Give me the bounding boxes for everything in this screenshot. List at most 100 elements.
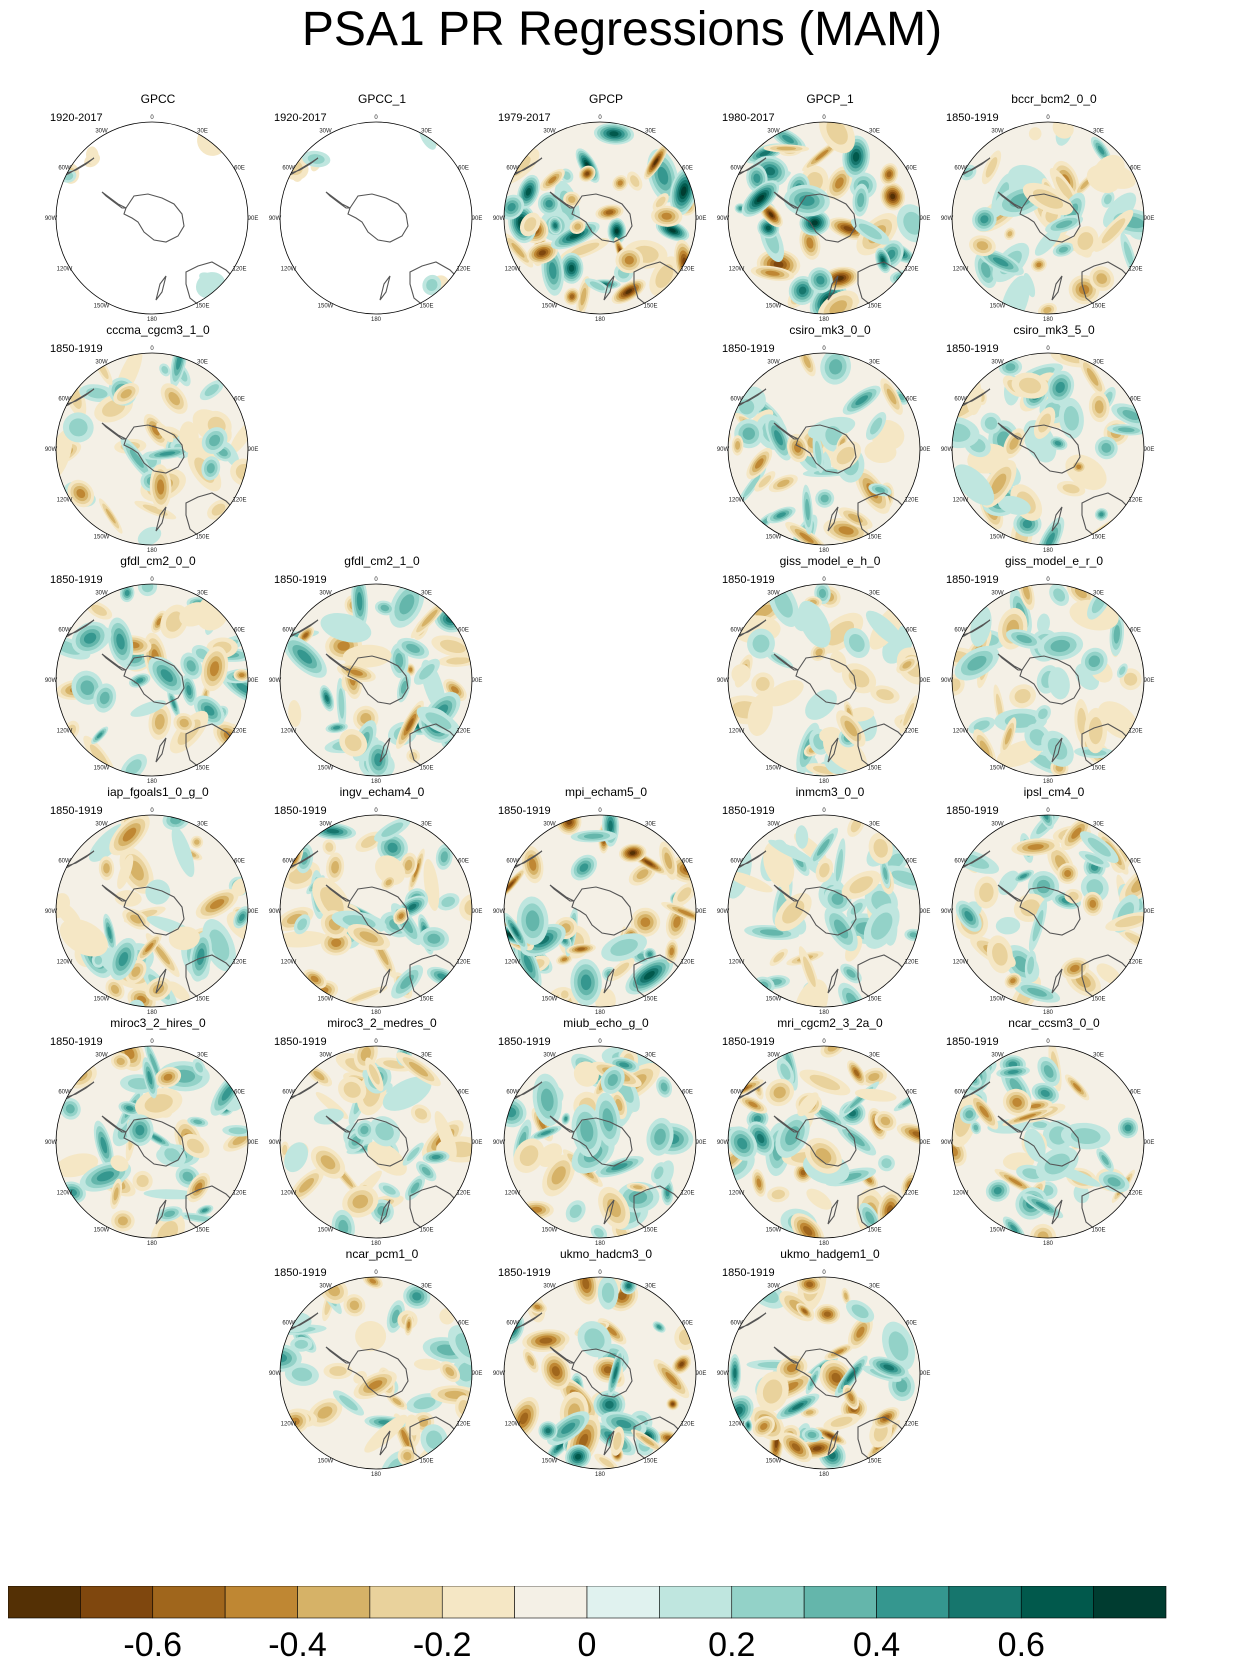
field-contour xyxy=(756,1178,762,1188)
longitude-label: 120W xyxy=(729,498,745,504)
field-contour xyxy=(1058,246,1068,253)
field-contour xyxy=(967,655,987,671)
longitude-label: 60W xyxy=(58,859,71,865)
peninsula-coast xyxy=(549,884,575,902)
field-contour xyxy=(756,194,765,203)
antarctica-coast xyxy=(347,886,409,936)
longitude-label: 180 xyxy=(147,779,158,784)
antarctica-coast xyxy=(123,1117,185,1167)
field-contour xyxy=(848,1393,854,1402)
longitude-label: 180 xyxy=(819,1241,830,1246)
new-zealand-coast xyxy=(1051,506,1063,532)
map-panel: miroc3_2_hires_0 1850-1919 0 30E 60E 90E 120E 1… xyxy=(40,1016,276,1246)
field-contour xyxy=(807,1431,817,1439)
field-contour xyxy=(291,1367,313,1382)
polar-map: 0 30E 60E 90E 120E 150E 180 150W 120W 90W 60W 30W xyxy=(269,115,483,322)
field-contour xyxy=(534,1304,541,1310)
longitude-label: 120W xyxy=(281,960,297,966)
longitude-label: 90E xyxy=(248,1140,259,1146)
colorbar-tick-label: 0.4 xyxy=(853,1626,900,1659)
field-contour xyxy=(168,392,180,406)
longitude-label: 90W xyxy=(493,909,506,915)
field-contour xyxy=(355,1320,387,1352)
peninsula-coast xyxy=(325,191,351,209)
map-panel: GPCC_1 1920-2017 0 30E 60E 90E 120E 150E 180 150W… xyxy=(264,92,500,322)
field-contour xyxy=(551,1166,566,1185)
longitude-label: 60W xyxy=(282,166,295,172)
longitude-label: 150E xyxy=(419,1228,433,1234)
field-contour xyxy=(80,680,95,696)
polar-map: 0 30E 60E 90E 120E 150E 180 150W 120W 90W 60W 30W xyxy=(941,808,1155,1015)
new-zealand-coast xyxy=(1051,737,1063,763)
longitude-label: 90W xyxy=(941,447,954,453)
longitude-label: 30W xyxy=(991,822,1004,828)
field-layer xyxy=(280,122,472,314)
field-contour xyxy=(568,196,576,203)
longitude-label: 120W xyxy=(729,729,745,735)
map-panel: ipsl_cm4_0 1850-1919 0 30E 60E 90E 120E 150E 180… xyxy=(936,785,1172,1015)
longitude-label: 90W xyxy=(717,678,730,684)
field-contour xyxy=(457,1362,472,1382)
field-contour xyxy=(166,981,190,1001)
longitude-label: 150E xyxy=(1091,997,1105,1003)
field-layer xyxy=(728,584,920,776)
field-contour xyxy=(434,1110,457,1159)
field-contour xyxy=(194,1182,203,1193)
longitude-label: 180 xyxy=(371,317,382,322)
field-contour xyxy=(1124,1124,1132,1132)
field-contour xyxy=(413,1397,436,1410)
field-contour xyxy=(201,1208,208,1213)
field-contour xyxy=(326,828,340,834)
antarctica-coast xyxy=(795,193,857,243)
longitude-label: 90E xyxy=(1144,909,1155,915)
field-contour xyxy=(665,1372,678,1386)
longitude-label: 120E xyxy=(456,1422,470,1428)
field-contour xyxy=(427,933,441,944)
field-contour xyxy=(569,294,575,299)
peninsula-coast xyxy=(997,653,1023,671)
longitude-label: 180 xyxy=(371,1010,382,1015)
longitude-label: 90E xyxy=(1144,216,1155,222)
field-contour xyxy=(580,974,592,991)
field-contour xyxy=(439,639,466,654)
longitude-label: 30W xyxy=(319,129,332,135)
field-contour xyxy=(182,1171,194,1182)
colorbar-tick-label: -0.6 xyxy=(123,1626,182,1659)
field-contour xyxy=(818,588,827,598)
field-contour xyxy=(551,1366,560,1377)
longitude-label: 150W xyxy=(94,766,110,772)
field-contour xyxy=(613,962,630,977)
panel-period: 1850-1919 xyxy=(722,343,775,355)
field-contour xyxy=(728,430,730,443)
field-contour xyxy=(844,1292,848,1300)
field-contour xyxy=(374,753,383,767)
south-america-coast xyxy=(56,1081,95,1103)
new-zealand-coast xyxy=(603,1430,615,1456)
field-contour xyxy=(680,186,687,197)
field-contour xyxy=(1032,1121,1048,1128)
field-contour xyxy=(1096,963,1121,984)
south-america-coast xyxy=(56,388,95,410)
longitude-label: 150E xyxy=(643,304,657,310)
field-layer xyxy=(952,584,1144,776)
map-border xyxy=(503,121,697,315)
field-contour xyxy=(1070,964,1080,973)
field-contour xyxy=(798,600,831,648)
field-contour xyxy=(381,822,404,837)
longitude-label: 120E xyxy=(232,498,246,504)
field-contour xyxy=(629,851,636,855)
panel-grid: GPCC 1920-2017 0 30E 60E 90E 120E 150E 180 150W 12… xyxy=(40,92,1172,1477)
field-contour xyxy=(154,714,165,730)
field-contour xyxy=(806,237,814,249)
polar-map: 0 30E 60E 90E 120E 150E 180 150W 120W 90W 60W 30W xyxy=(269,577,483,784)
panel-title: giss_model_e_h_0 xyxy=(779,554,881,568)
map-border xyxy=(727,583,921,777)
field-contour xyxy=(511,242,525,258)
antarctica-coast xyxy=(1019,424,1081,474)
field-contour xyxy=(609,131,619,137)
longitude-label: 90W xyxy=(45,909,58,915)
field-contour xyxy=(803,1226,813,1236)
field-contour xyxy=(1073,1184,1090,1204)
field-contour xyxy=(815,1148,832,1164)
peninsula-coast xyxy=(101,884,127,902)
